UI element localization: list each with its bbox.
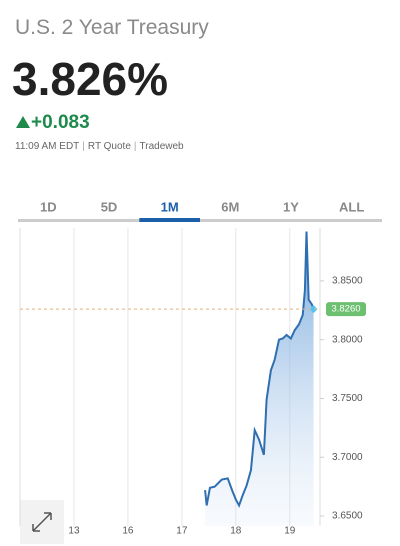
meta-source: Tradeweb [139,141,184,152]
instrument-title: U.S. 2 Year Treasury [15,16,209,39]
end-marker [309,305,318,314]
y-tick-label: 3.7000 [332,452,363,463]
y-tick-label: 3.6500 [332,511,363,522]
tab[interactable]: 5D [101,199,118,214]
tab[interactable]: ALL [339,199,364,214]
tab[interactable]: 1Y [283,199,299,214]
meta-time: 11:09 AM EDT [15,141,80,152]
change: +0.083 [15,112,90,134]
x-tick-label: 16 [122,526,134,537]
current-badge [326,302,366,317]
x-tick-label: 13 [68,526,80,537]
current-label: 3.8260 [331,304,360,315]
x-tick-label: 18 [230,526,242,537]
tab-selected-underline [139,218,200,222]
line [204,231,315,508]
tab[interactable]: 1M [161,199,179,214]
y-tick-label: 3.8000 [332,334,363,345]
expand-icon [32,512,52,532]
meta: 11:09 AM EDT | RT Quote | Tradeweb [15,141,184,152]
up-arrow [16,116,30,128]
meta-quote: RT Quote [87,141,131,152]
area [205,231,314,527]
tab[interactable]: 6M [221,199,239,214]
change-value: +0.083 [31,112,90,133]
x-tick-label: 19 [284,526,296,537]
y-tick-label: 3.7500 [332,393,363,404]
price: 3.826% [12,53,169,105]
x-tick-label: 17 [176,526,188,537]
y-tick-label: 3.8500 [332,276,363,287]
tab[interactable]: 1D [40,199,57,214]
